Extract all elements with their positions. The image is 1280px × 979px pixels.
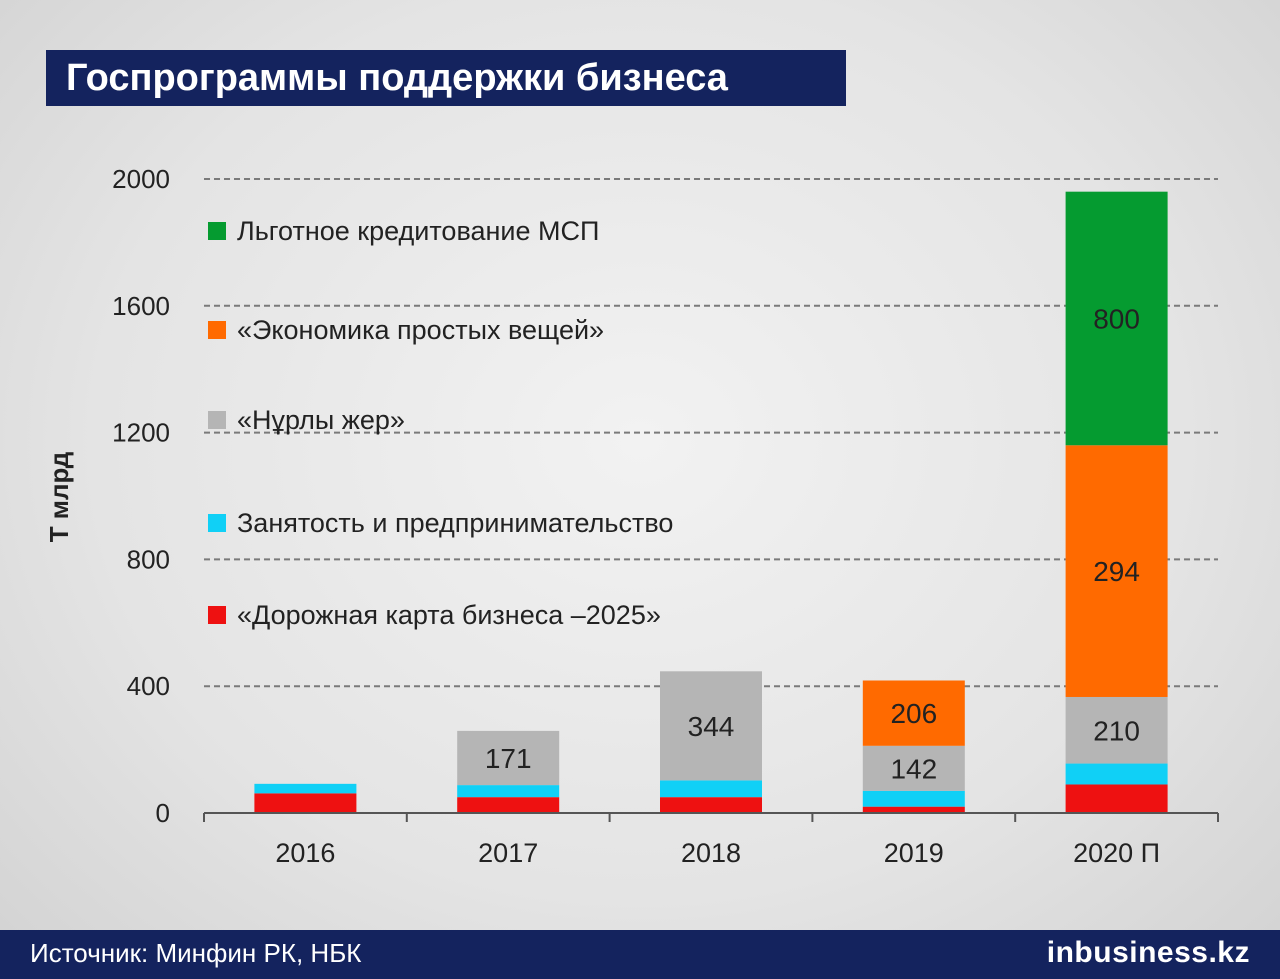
x-tick-label: 2019 <box>884 838 944 868</box>
y-tick-label: 400 <box>127 671 170 701</box>
bar-segment <box>1065 763 1168 785</box>
x-tick-label: 2020 П <box>1073 838 1160 868</box>
data-label: 344 <box>688 711 735 742</box>
bar-segment <box>1065 784 1168 813</box>
legend-swatch <box>208 606 226 624</box>
chart-title: Госпрограммы поддержки бизнеса <box>46 50 846 106</box>
bar-segment <box>862 745 965 791</box>
bar-segment <box>862 790 965 807</box>
data-label: 210 <box>1093 715 1140 746</box>
legend-swatch <box>208 514 226 532</box>
x-tick-label: 2017 <box>478 838 538 868</box>
bar-segment <box>1065 191 1168 446</box>
legend-swatch <box>208 411 226 429</box>
bar-segment <box>254 783 357 794</box>
bar-segment <box>660 671 762 781</box>
bar-segment <box>457 797 560 813</box>
data-label: 800 <box>1093 303 1140 334</box>
bar-segment <box>862 680 965 746</box>
bar-segment <box>457 730 560 786</box>
data-label: 142 <box>890 753 937 784</box>
legend-label: «Нұрлы жер» <box>237 405 405 435</box>
bar-segment <box>862 806 965 813</box>
legend-label: «Дорожная карта бизнеса –2025» <box>237 600 661 630</box>
x-tick-label: 2018 <box>681 838 741 868</box>
y-axis-label: Т млрд <box>44 451 74 542</box>
source-text: Источник: Минфин РК, НБК <box>30 938 362 968</box>
legend-label: «Экономика простых вещей» <box>237 315 604 345</box>
y-tick-label: 0 <box>156 798 170 828</box>
x-tick-label: 2016 <box>275 838 335 868</box>
bar-segment <box>1065 696 1168 764</box>
brand-logo: inbusiness.kz <box>1046 936 1250 969</box>
y-tick-label: 1600 <box>112 291 170 321</box>
y-tick-label: 2000 <box>112 164 170 194</box>
stacked-bar-chart: 0 400 800 1200 1600 2000 Т млрд 2016 171 2017 344 2… <box>44 164 1219 868</box>
legend-label: Занятость и предпринимательство <box>237 508 673 538</box>
legend-swatch <box>208 222 226 240</box>
y-tick-label: 1200 <box>112 418 170 448</box>
bar-segment <box>457 785 560 798</box>
legend-swatch <box>208 321 226 339</box>
bar-segment <box>1065 445 1168 697</box>
data-label: 206 <box>890 698 937 729</box>
bar-segment <box>660 797 762 813</box>
footer: Источник: Минфин РК, НБК inbusiness.kz <box>0 930 1280 979</box>
bar-segment <box>660 780 762 798</box>
data-label: 294 <box>1093 556 1140 587</box>
bar-segment <box>254 793 357 813</box>
y-tick-label: 800 <box>127 544 170 574</box>
data-label: 171 <box>485 743 532 774</box>
legend-label: Льготное кредитование МСП <box>237 216 599 246</box>
